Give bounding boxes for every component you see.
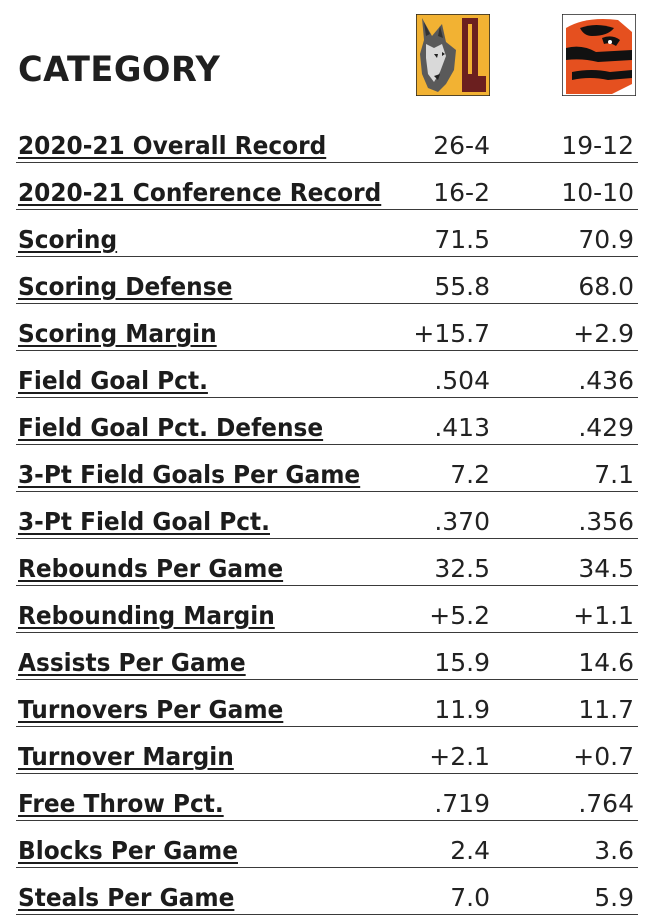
team-b-value: 34.5 bbox=[578, 554, 634, 583]
table-row: Rebounding Margin +5.2 +1.1 bbox=[16, 590, 638, 637]
team-b-value: +0.7 bbox=[573, 742, 634, 771]
table-row: Turnover Margin +2.1 +0.7 bbox=[16, 731, 638, 778]
row-divider bbox=[16, 584, 638, 586]
category-label: Field Goal Pct. Defense bbox=[18, 413, 324, 442]
category-label: Blocks Per Game bbox=[18, 836, 238, 865]
table-row: Field Goal Pct. Defense .413 .429 bbox=[16, 402, 638, 449]
team-b-value: 11.7 bbox=[578, 695, 634, 724]
row-divider bbox=[16, 819, 638, 821]
category-label: Rebounds Per Game bbox=[18, 554, 284, 583]
team-b-value: .429 bbox=[578, 413, 634, 442]
team-b-value: 10-10 bbox=[561, 178, 634, 207]
row-divider bbox=[16, 537, 638, 539]
team-a-value: .370 bbox=[434, 507, 490, 536]
team-a-value: .504 bbox=[434, 366, 490, 395]
category-label: 3-Pt Field Goal Pct. bbox=[18, 507, 270, 536]
category-label: 3-Pt Field Goals Per Game bbox=[18, 460, 361, 489]
category-label: 2020-21 Overall Record bbox=[18, 131, 327, 160]
table-row: 3-Pt Field Goal Pct. .370 .356 bbox=[16, 496, 638, 543]
row-divider bbox=[16, 349, 638, 351]
team-b-value: 5.9 bbox=[594, 883, 634, 912]
category-label: Scoring Margin bbox=[18, 319, 217, 348]
team-b-value: 14.6 bbox=[578, 648, 634, 677]
team-a-value: +5.2 bbox=[429, 601, 490, 630]
team-b-value: 7.1 bbox=[594, 460, 634, 489]
team-a-value: 71.5 bbox=[434, 225, 490, 254]
team-b-value: +2.9 bbox=[573, 319, 634, 348]
team-a-value: .719 bbox=[434, 789, 490, 818]
row-divider bbox=[16, 255, 638, 257]
table-row: Scoring 71.5 70.9 bbox=[16, 214, 638, 261]
row-divider bbox=[16, 396, 638, 398]
table-row: Scoring Margin +15.7 +2.9 bbox=[16, 308, 638, 355]
team-a-value: 55.8 bbox=[434, 272, 490, 301]
row-divider bbox=[16, 208, 638, 210]
category-label: 2020-21 Conference Record bbox=[18, 178, 382, 207]
row-divider bbox=[16, 678, 638, 680]
table-row: 2020-21 Conference Record 16-2 10-10 bbox=[16, 167, 638, 214]
team-b-value: 70.9 bbox=[578, 225, 634, 254]
header: CATEGORY bbox=[0, 0, 660, 120]
category-label: Rebounding Margin bbox=[18, 601, 275, 630]
category-label: Free Throw Pct. bbox=[18, 789, 224, 818]
table-row: Field Goal Pct. .504 .436 bbox=[16, 355, 638, 402]
table-row: Free Throw Pct. .719 .764 bbox=[16, 778, 638, 825]
row-divider bbox=[16, 866, 638, 868]
team-a-value: 32.5 bbox=[434, 554, 490, 583]
team-a-value: 7.0 bbox=[450, 883, 490, 912]
row-divider bbox=[16, 913, 638, 915]
table-row: Steals Per Game 7.0 5.9 bbox=[16, 872, 638, 919]
row-divider bbox=[16, 490, 638, 492]
stats-table: 2020-21 Overall Record 26-4 19-12 2020-21 C… bbox=[16, 120, 638, 919]
team-a-value: .413 bbox=[434, 413, 490, 442]
table-row: Turnovers Per Game 11.9 11.7 bbox=[16, 684, 638, 731]
team-b-value: .436 bbox=[578, 366, 634, 395]
team-a-value: +15.7 bbox=[413, 319, 490, 348]
table-row: Rebounds Per Game 32.5 34.5 bbox=[16, 543, 638, 590]
category-title: CATEGORY bbox=[18, 50, 221, 90]
team-b-value: .764 bbox=[578, 789, 634, 818]
team-a-value: 15.9 bbox=[434, 648, 490, 677]
team-a-value: 2.4 bbox=[450, 836, 490, 865]
category-label: Steals Per Game bbox=[18, 883, 235, 912]
category-label: Turnovers Per Game bbox=[18, 695, 284, 724]
team-b-value: +1.1 bbox=[573, 601, 634, 630]
team-b-value: .356 bbox=[578, 507, 634, 536]
table-row: Blocks Per Game 2.4 3.6 bbox=[16, 825, 638, 872]
team-a-value: 11.9 bbox=[434, 695, 490, 724]
team-b-value: 3.6 bbox=[594, 836, 634, 865]
team-a-value: +2.1 bbox=[429, 742, 490, 771]
wolf-mascot-icon bbox=[416, 14, 490, 96]
team-b-value: 68.0 bbox=[578, 272, 634, 301]
team-b-value: 19-12 bbox=[561, 131, 634, 160]
row-divider bbox=[16, 443, 638, 445]
row-divider bbox=[16, 772, 638, 774]
beaver-mascot-icon bbox=[562, 14, 636, 96]
row-divider bbox=[16, 725, 638, 727]
category-label: Scoring bbox=[18, 225, 118, 254]
table-row: 3-Pt Field Goals Per Game 7.2 7.1 bbox=[16, 449, 638, 496]
table-row: Assists Per Game 15.9 14.6 bbox=[16, 637, 638, 684]
row-divider bbox=[16, 631, 638, 633]
category-label: Scoring Defense bbox=[18, 272, 233, 301]
table-row: Scoring Defense 55.8 68.0 bbox=[16, 261, 638, 308]
row-divider bbox=[16, 161, 638, 163]
category-label: Assists Per Game bbox=[18, 648, 246, 677]
category-label: Turnover Margin bbox=[18, 742, 234, 771]
category-label: Field Goal Pct. bbox=[18, 366, 208, 395]
team-a-value: 26-4 bbox=[433, 131, 490, 160]
table-row: 2020-21 Overall Record 26-4 19-12 bbox=[16, 120, 638, 167]
team-a-value: 16-2 bbox=[433, 178, 490, 207]
row-divider bbox=[16, 302, 638, 304]
team-a-value: 7.2 bbox=[450, 460, 490, 489]
